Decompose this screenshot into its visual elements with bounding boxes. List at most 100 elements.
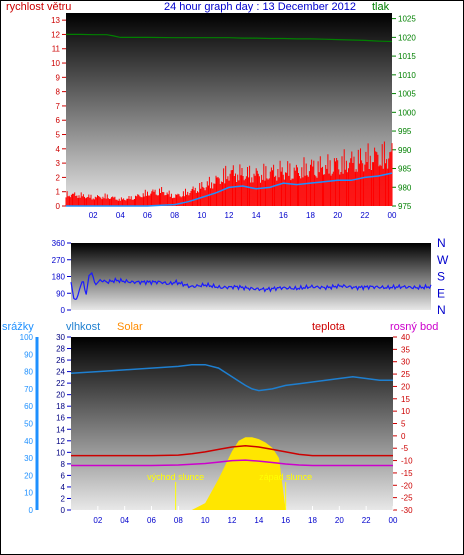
wind-tick-label: 13 (51, 16, 60, 25)
wind-tick-label: 11 (52, 45, 61, 54)
wind-tick-label: 6 (56, 116, 61, 125)
rain-tick-label: 30 (24, 454, 33, 463)
rain-ticks: 0 10 20 30 40 50 60 70 80 90 100 (20, 333, 39, 515)
wind-average-series (66, 172, 393, 207)
temperature-tick-label: 35 (401, 345, 410, 354)
time-tick-label: 18 (308, 516, 317, 525)
pressure-tick-label: 985 (398, 165, 412, 174)
rain-tick-label: 80 (24, 368, 33, 377)
humidity-tick-label: 0 (61, 506, 66, 515)
time-ticks-bottom: 02 04 06 08 10 12 14 16 18 20 22 00 (93, 506, 398, 525)
rain-tick-label: 0 (29, 506, 34, 515)
wind-pressure-panel: 24 hour graph day : 13 December 2012 ryc… (6, 1, 416, 220)
temperature-legend-label: teplota (312, 321, 346, 333)
pressure-tick-label: 1015 (398, 52, 416, 61)
rain-tick-label: 60 (24, 402, 33, 411)
humidity-tick-label: 16 (56, 414, 65, 423)
humidity-tick-label: 10 (56, 448, 65, 457)
solar-area (175, 437, 286, 510)
wind-tick-label: 4 (56, 145, 61, 154)
pressure-tick-label: 975 (398, 202, 412, 211)
temperature-tick-label: 15 (401, 395, 410, 404)
temperature-tick-label: 20 (401, 382, 410, 391)
wind-tick-label: 0 (56, 202, 61, 211)
pressure-tick-label: 995 (398, 127, 412, 136)
pressure-tick-label: 1000 (398, 108, 416, 117)
pressure-ticks: 975 980 985 990 995 1000 1005 1010 1015 1020 1025 (392, 15, 416, 211)
time-tick-label: 02 (93, 516, 102, 525)
time-tick-label: 12 (225, 211, 234, 220)
humidity-tick-label: 28 (56, 345, 65, 354)
rain-tick-label: 40 (24, 437, 33, 446)
temperature-tick-label: -10 (401, 457, 413, 466)
time-tick-label: 18 (306, 211, 315, 220)
humidity-tick-label: 30 (56, 333, 65, 342)
time-tick-label: 22 (362, 516, 371, 525)
wind-tick-label: 3 (56, 159, 61, 168)
time-tick-label: 20 (335, 516, 344, 525)
pressure-tick-label: 1005 (398, 90, 416, 99)
pressure-tick-label: 990 (398, 146, 412, 155)
humidity-tick-label: 6 (61, 471, 66, 480)
pressure-tick-label: 1010 (398, 71, 416, 80)
time-tick-label: 14 (254, 516, 263, 525)
compass-label: N (437, 303, 446, 317)
sunrise-label: východ slunce (147, 472, 204, 482)
rain-tick-label: 70 (24, 385, 33, 394)
humidity-tick-label: 22 (56, 379, 65, 388)
temperature-tick-label: -15 (401, 469, 413, 478)
compass-label: S (437, 270, 445, 284)
temperature-humidity-panel: srážky vlhkost Solar teplota rosný bod 0… (2, 321, 438, 525)
wind-tick-label: 1 (56, 188, 61, 197)
temperature-tick-label: -5 (401, 444, 409, 453)
humidity-legend-label: vlhkost (66, 321, 100, 333)
time-tick-label: 14 (252, 211, 261, 220)
time-tick-label: 12 (228, 516, 237, 525)
humidity-tick-label: 4 (61, 483, 66, 492)
time-tick-label: 08 (174, 516, 183, 525)
rain-tick-label: 10 (24, 489, 33, 498)
wind-tick-label: 10 (51, 59, 60, 68)
plot-area-direction (71, 243, 431, 310)
wind-tick-label: 8 (56, 88, 61, 97)
direction-ticks: 0 90 180 270 360 (52, 239, 71, 315)
wind-tick-label: 9 (56, 73, 61, 82)
time-tick-label: 10 (201, 516, 210, 525)
wind-tick-label: 2 (56, 173, 61, 182)
compass-label: E (437, 286, 445, 300)
temperature-tick-label: -25 (401, 494, 413, 503)
compass-label: N (437, 236, 446, 250)
compass-label: W (437, 253, 449, 267)
temperature-tick-label: 30 (401, 358, 410, 367)
time-tick-label: 16 (281, 516, 290, 525)
temperature-tick-label: 5 (401, 420, 406, 429)
pressure-series (66, 33, 393, 43)
temperature-tick-label: 0 (401, 432, 406, 441)
time-tick-label: 00 (389, 516, 398, 525)
temperature-tick-label: -30 (401, 506, 413, 515)
time-tick-label: 10 (197, 211, 206, 220)
humidity-tick-label: 24 (56, 368, 65, 377)
humidity-tick-label: 14 (56, 425, 65, 434)
temperature-tick-label: 10 (401, 407, 410, 416)
direction-tick-label: 360 (52, 239, 66, 248)
pressure-tick-label: 1025 (398, 15, 416, 24)
direction-tick-label: 270 (52, 256, 66, 265)
time-tick-label: 22 (360, 211, 369, 220)
rain-axis-label: srážky (2, 321, 34, 333)
time-tick-label: 04 (120, 516, 129, 525)
dew-point-series (71, 459, 393, 467)
time-tick-label: 06 (147, 516, 156, 525)
humidity-tick-label: 26 (56, 356, 65, 365)
time-tick-label: 20 (333, 211, 342, 220)
humidity-tick-label: 18 (56, 402, 65, 411)
solar-legend-label: Solar (117, 321, 143, 333)
wind-tick-label: 12 (51, 30, 60, 39)
temperature-series (71, 444, 393, 457)
pressure-tick-label: 980 (398, 183, 412, 192)
temperature-tick-label: 40 (401, 333, 410, 342)
direction-tick-label: 90 (56, 289, 65, 298)
direction-tick-label: 0 (61, 306, 66, 315)
